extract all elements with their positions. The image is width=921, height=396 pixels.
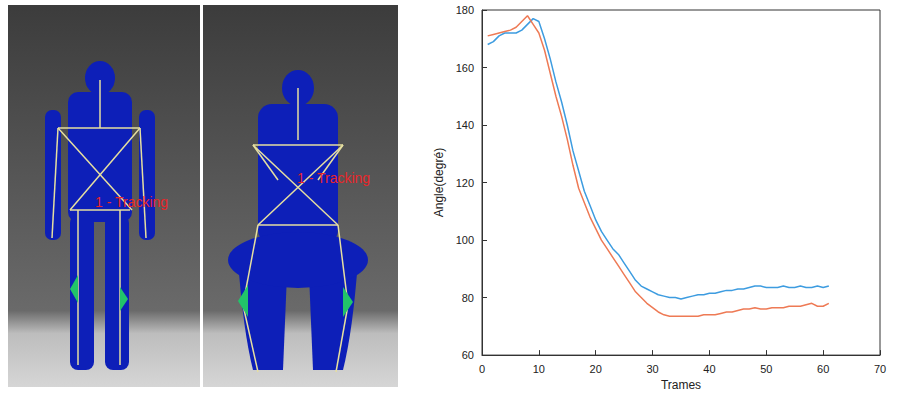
svg-text:100: 100 <box>456 234 474 246</box>
svg-text:30: 30 <box>646 363 658 375</box>
svg-text:60: 60 <box>817 363 829 375</box>
svg-text:20: 20 <box>590 363 602 375</box>
svg-text:180: 180 <box>456 4 474 16</box>
svg-text:80: 80 <box>462 292 474 304</box>
svg-text:10: 10 <box>533 363 545 375</box>
svg-text:140: 140 <box>456 119 474 131</box>
svg-text:60: 60 <box>462 349 474 361</box>
svg-text:Trames: Trames <box>661 378 701 392</box>
svg-text:Angle(degré): Angle(degré) <box>432 148 446 217</box>
svg-text:50: 50 <box>760 363 772 375</box>
svg-text:120: 120 <box>456 177 474 189</box>
svg-text:40: 40 <box>703 363 715 375</box>
svg-text:0: 0 <box>479 363 485 375</box>
svg-text:70: 70 <box>874 363 886 375</box>
svg-text:1 - Tracking: 1 - Tracking <box>95 194 168 210</box>
svg-text:1 - Tracking: 1 - Tracking <box>297 170 370 186</box>
svg-text:160: 160 <box>456 62 474 74</box>
